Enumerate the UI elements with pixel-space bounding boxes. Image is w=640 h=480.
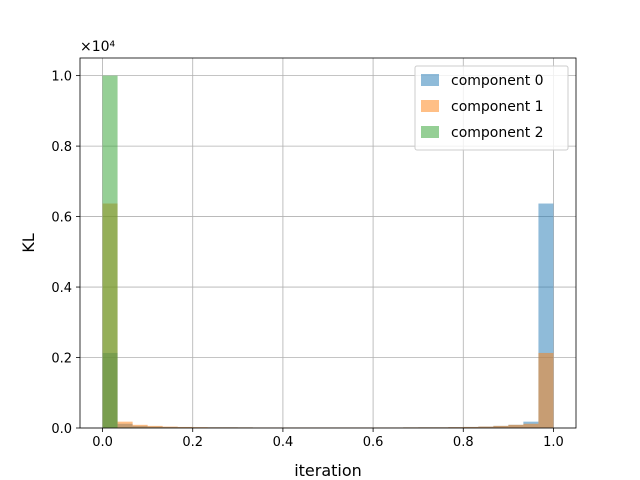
legend-swatch-component-1 <box>421 100 439 112</box>
y-axis-offset-label: ×10⁴ <box>80 39 116 55</box>
y-tick-label: 0.6 <box>51 211 72 226</box>
bar <box>117 421 133 428</box>
bar <box>523 423 539 428</box>
y-tick-label: 0.8 <box>51 140 72 155</box>
bar <box>192 427 208 428</box>
x-tick-label: 0.8 <box>453 435 474 450</box>
y-tick-label: 0.2 <box>51 352 72 367</box>
x-axis-ticks: 0.0 0.2 0.4 0.6 0.8 1.0 <box>92 428 564 450</box>
bar <box>177 426 193 428</box>
y-axis-ticks: 0.0 0.2 0.4 0.6 0.8 1.0 <box>51 70 80 437</box>
legend-swatch-component-0 <box>421 74 439 86</box>
y-axis-label: KL <box>19 233 38 252</box>
y-tick-label: 1.0 <box>51 70 72 85</box>
legend-label-component-1: component 1 <box>451 99 544 115</box>
x-tick-label: 0.4 <box>273 435 294 450</box>
x-axis-label: iteration <box>294 461 362 480</box>
bar <box>463 426 479 428</box>
bar <box>162 426 178 428</box>
bar <box>493 425 509 428</box>
legend: component 0 component 1 component 2 <box>414 65 569 151</box>
legend-box <box>414 65 569 151</box>
bar <box>508 424 524 428</box>
y-tick-label: 0.4 <box>51 281 72 296</box>
x-tick-label: 1.0 <box>543 435 564 450</box>
legend-swatch-component-2 <box>421 126 439 138</box>
bar <box>147 425 163 428</box>
legend-label-component-0: component 0 <box>451 73 544 89</box>
x-tick-label: 0.6 <box>363 435 384 450</box>
bar <box>478 426 494 428</box>
bar <box>132 424 148 428</box>
bar <box>538 352 554 428</box>
plot-frame <box>79 57 577 429</box>
legend-label-component-2: component 2 <box>451 125 544 141</box>
bar <box>448 427 464 428</box>
y-tick-label: 0.0 <box>51 422 72 437</box>
x-tick-label: 0.2 <box>182 435 203 450</box>
bar <box>102 75 118 428</box>
x-tick-label: 0.0 <box>92 435 113 450</box>
